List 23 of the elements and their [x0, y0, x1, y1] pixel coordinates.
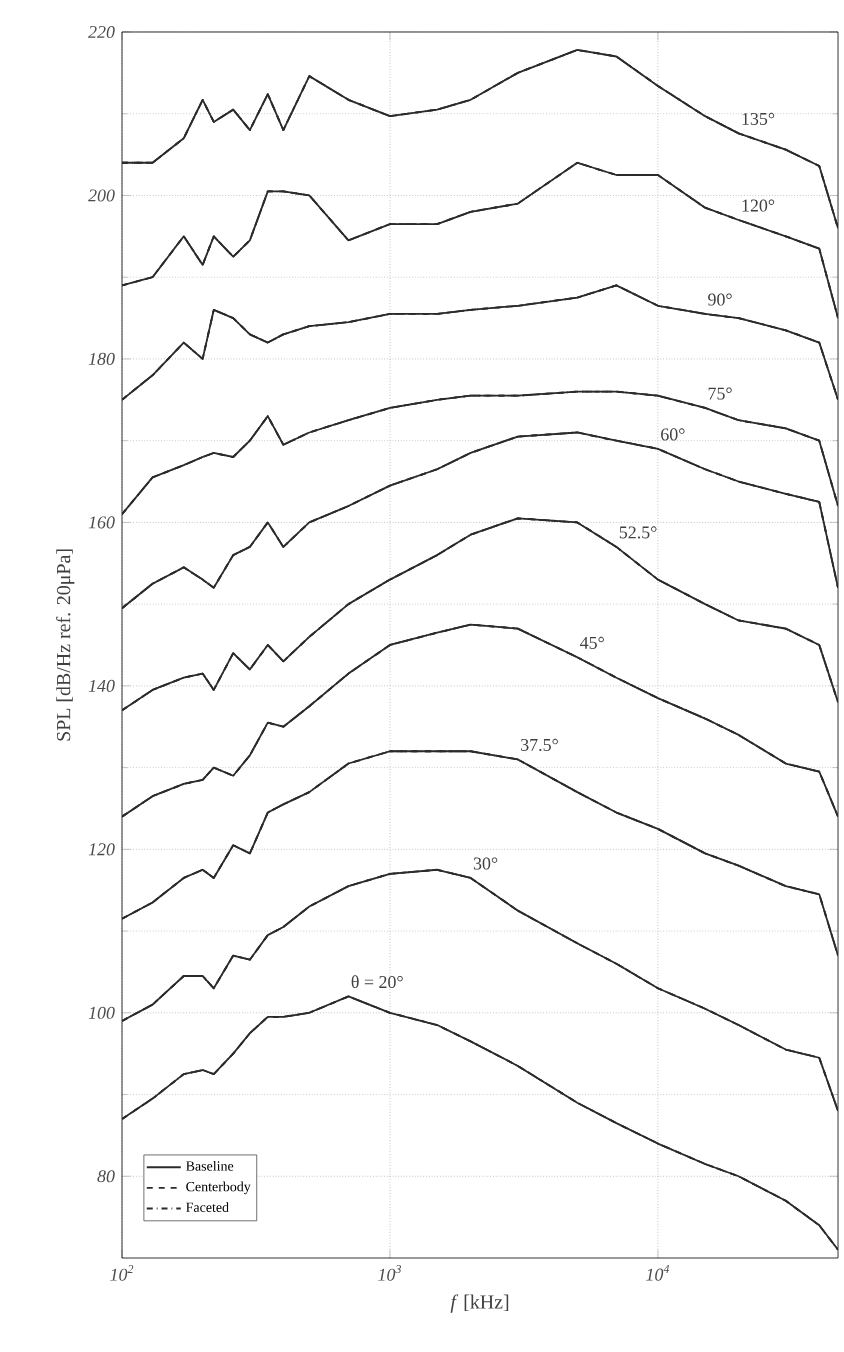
annotation: 45° — [579, 636, 604, 649]
x-tick-label: 10$^{3}$ — [378, 1265, 402, 1281]
y-tick-label: 140 — [88, 679, 115, 692]
y-tick-label: 100 — [88, 1006, 115, 1019]
annotation: 60° — [661, 428, 685, 441]
x-tick-label: 10$^{2}$ — [110, 1265, 134, 1281]
y-tick-label: 180 — [88, 352, 115, 365]
annotation: 120° — [742, 199, 775, 212]
y-tick-label: 120 — [88, 843, 115, 856]
annotation: 90° — [708, 293, 732, 306]
annotation: θ = 20° — [351, 975, 403, 989]
annotation: 52.5° — [619, 526, 657, 539]
annotation: 37.5° — [521, 738, 558, 752]
annotation: 135° — [742, 112, 775, 125]
y-tick-label: 200 — [88, 189, 115, 202]
annotation: 75° — [708, 387, 732, 400]
x-tick-label: 10$^{4}$ — [646, 1265, 670, 1281]
y-tick-label: 220 — [88, 25, 115, 39]
x-axis-title: f [kHz] — [450, 1294, 509, 1313]
annotation: 30° — [473, 857, 498, 870]
y-axis-title: SPL [dB/Hz ref. 20μPa] — [56, 549, 75, 741]
y-tick-label: 80 — [97, 1170, 115, 1183]
y-tick-label: 160 — [88, 516, 115, 529]
